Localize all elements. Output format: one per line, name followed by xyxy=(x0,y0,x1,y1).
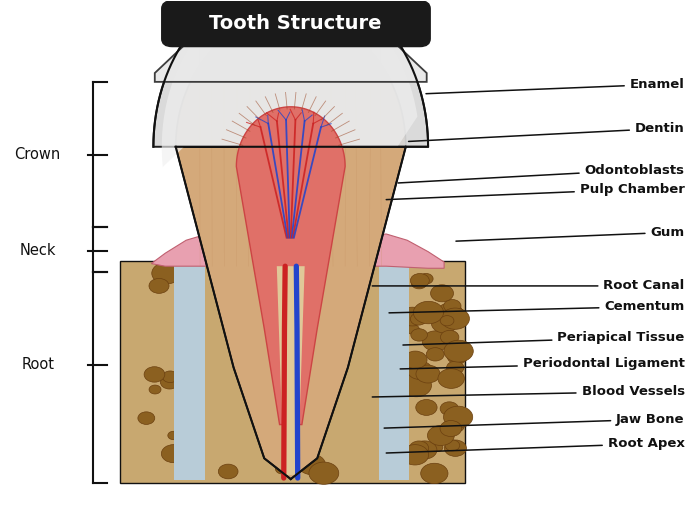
Circle shape xyxy=(410,274,429,288)
Polygon shape xyxy=(162,0,417,167)
Text: Odontoblasts: Odontoblasts xyxy=(398,163,685,183)
Text: Jaw Bone: Jaw Bone xyxy=(384,413,685,428)
Circle shape xyxy=(428,425,454,445)
Circle shape xyxy=(138,412,155,424)
Circle shape xyxy=(444,340,473,362)
Polygon shape xyxy=(151,234,276,268)
Circle shape xyxy=(149,278,169,293)
Circle shape xyxy=(152,263,181,284)
Circle shape xyxy=(438,303,463,322)
Circle shape xyxy=(412,277,427,289)
Circle shape xyxy=(438,369,464,388)
Text: Cementum: Cementum xyxy=(389,300,685,313)
Circle shape xyxy=(162,371,178,383)
Circle shape xyxy=(149,385,161,394)
Circle shape xyxy=(445,440,460,451)
Text: Periodontal Ligament: Periodontal Ligament xyxy=(400,357,685,370)
Circle shape xyxy=(160,375,178,389)
Circle shape xyxy=(309,462,339,484)
Text: Enamel: Enamel xyxy=(426,78,685,94)
Circle shape xyxy=(430,285,454,302)
Circle shape xyxy=(441,308,470,329)
Polygon shape xyxy=(237,107,345,424)
Circle shape xyxy=(407,361,432,379)
Text: Pulp Chamber: Pulp Chamber xyxy=(386,183,685,199)
Circle shape xyxy=(412,441,437,459)
FancyBboxPatch shape xyxy=(162,1,430,46)
Circle shape xyxy=(407,325,419,335)
Polygon shape xyxy=(176,15,406,479)
Circle shape xyxy=(162,445,186,462)
Circle shape xyxy=(417,307,432,318)
Circle shape xyxy=(447,349,468,364)
Circle shape xyxy=(440,421,461,436)
Text: Root Canal: Root Canal xyxy=(372,279,685,292)
Circle shape xyxy=(419,274,433,284)
Polygon shape xyxy=(155,11,427,82)
Text: Dentin: Dentin xyxy=(409,122,685,141)
Circle shape xyxy=(434,286,449,298)
Circle shape xyxy=(440,402,458,416)
Text: Blood Vessels: Blood Vessels xyxy=(372,385,685,398)
Text: Root Apex: Root Apex xyxy=(386,437,685,453)
Circle shape xyxy=(400,307,425,326)
Text: Root: Root xyxy=(21,358,54,372)
Circle shape xyxy=(451,422,464,432)
Circle shape xyxy=(421,463,448,483)
Circle shape xyxy=(440,316,454,326)
Circle shape xyxy=(410,313,426,325)
Text: Gum: Gum xyxy=(456,226,685,241)
Circle shape xyxy=(431,443,443,452)
Polygon shape xyxy=(120,261,465,483)
Circle shape xyxy=(401,445,428,465)
Circle shape xyxy=(168,431,179,440)
Circle shape xyxy=(407,353,425,367)
Text: Tooth Structure: Tooth Structure xyxy=(209,14,382,33)
Circle shape xyxy=(447,361,464,374)
Circle shape xyxy=(176,468,189,478)
Circle shape xyxy=(431,314,458,333)
Circle shape xyxy=(440,330,459,344)
Circle shape xyxy=(426,348,444,361)
Text: Crown: Crown xyxy=(15,147,61,162)
Circle shape xyxy=(298,454,326,474)
Circle shape xyxy=(444,440,466,456)
Circle shape xyxy=(416,399,437,416)
Circle shape xyxy=(403,351,427,369)
Circle shape xyxy=(414,301,444,324)
Circle shape xyxy=(447,408,468,424)
Polygon shape xyxy=(174,261,205,480)
Polygon shape xyxy=(307,234,444,268)
Polygon shape xyxy=(153,0,428,147)
Circle shape xyxy=(218,464,238,479)
Circle shape xyxy=(401,374,431,397)
Circle shape xyxy=(275,464,290,474)
Text: Neck: Neck xyxy=(20,243,56,258)
Polygon shape xyxy=(379,261,410,480)
Circle shape xyxy=(144,367,164,382)
Circle shape xyxy=(416,365,440,383)
Circle shape xyxy=(422,331,449,351)
Circle shape xyxy=(444,406,473,428)
Text: Periapical Tissue: Periapical Tissue xyxy=(403,331,685,345)
Circle shape xyxy=(411,329,428,341)
Polygon shape xyxy=(276,266,304,475)
Circle shape xyxy=(444,300,461,313)
Circle shape xyxy=(410,441,428,455)
Circle shape xyxy=(439,306,466,326)
